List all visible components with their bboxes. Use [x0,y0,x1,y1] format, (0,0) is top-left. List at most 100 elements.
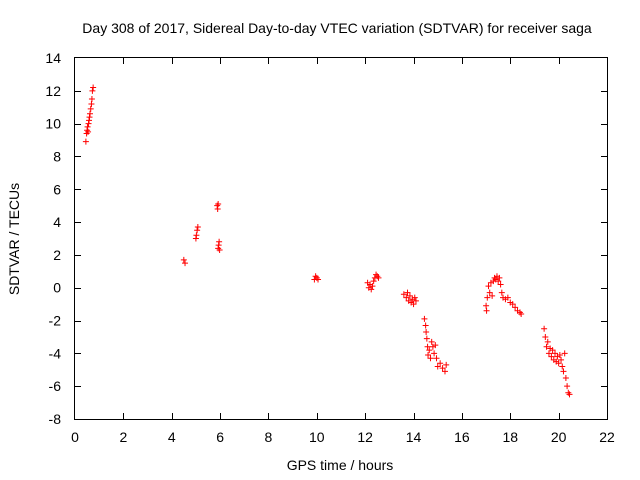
y-tick-label: -8 [49,411,62,427]
data-point [82,138,89,145]
data-point [90,84,97,91]
data-point [545,350,552,357]
x-tick-label: 6 [216,429,224,445]
data-point [564,383,571,390]
data-point [400,291,407,298]
data-point [495,278,502,285]
data-point [497,281,504,288]
x-tick-label: 8 [265,429,273,445]
data-point [193,232,200,239]
x-tick-label: 22 [599,429,615,445]
y-tick-label: 10 [45,116,61,132]
data-point [485,283,492,290]
data-point [549,347,556,354]
y-tick-label: -4 [49,345,62,361]
data-point [404,289,411,296]
data-point [441,368,448,375]
data-point [89,87,96,94]
data-point [486,289,493,296]
data-point [424,343,431,350]
data-point [421,315,428,322]
data-point [403,294,410,301]
x-tick-label: 16 [454,429,470,445]
data-point [87,105,94,112]
data-point [406,292,413,299]
data-point [544,338,551,345]
y-tick-label: 12 [45,83,61,99]
data-point [427,355,434,362]
data-point [496,274,503,281]
data-point [86,110,93,117]
data-point [432,342,439,349]
data-point [180,256,187,263]
data-point [489,292,496,299]
x-tick-label: 14 [406,429,422,445]
y-tick-label: 6 [53,181,61,197]
data-point [194,227,201,234]
y-axis-label: SDTVAR / TECUs [6,183,22,295]
x-tick-label: 2 [119,429,127,445]
data-point [498,289,505,296]
data-point [423,335,430,342]
x-tick-label: 10 [309,429,325,445]
data-point [216,246,223,253]
data-point [555,360,562,367]
data-point [556,352,563,359]
data-point [543,343,550,350]
y-tick-label: 2 [53,247,61,263]
data-point [560,368,567,375]
x-tick-label: 4 [168,429,176,445]
data-point [368,286,375,293]
data-point [483,307,490,314]
data-point [566,391,573,398]
chart-title: Day 308 of 2017, Sidereal Day-to-day VTE… [82,20,592,36]
data-point [434,363,441,370]
x-axis-label: GPS time / hours [287,457,394,473]
data-point [369,283,376,290]
data-point [411,294,418,301]
x-tick-label: 18 [502,429,518,445]
data-point [425,352,432,359]
plot-area-frame [74,57,608,420]
data-point [194,224,201,231]
data-point [370,278,377,285]
data-point [552,350,559,357]
data-point [426,347,433,354]
data-point [216,238,223,245]
data-point [437,360,444,367]
x-tick-label: 0 [71,429,79,445]
y-tick-label: 14 [45,50,61,66]
data-point [439,365,446,372]
data-point [562,374,569,381]
y-tick-label: -2 [49,313,62,329]
data-point [410,301,417,308]
data-point [518,310,525,317]
data-point [561,350,568,357]
data-point [504,294,511,301]
data-point [412,297,419,304]
data-point [85,128,92,135]
data-point [431,350,438,357]
data-point [433,355,440,362]
data-point [375,274,382,281]
data-point [443,361,450,368]
data-point [88,96,95,103]
data-point [315,276,322,283]
data-point [542,333,549,340]
y-tick-label: 8 [53,148,61,164]
data-points [82,84,573,398]
data-point [484,294,491,301]
x-tick-label: 12 [357,429,373,445]
data-point [428,338,435,345]
data-point [559,363,566,370]
data-point [182,260,189,267]
x-axis: 0 2 4 6 8 10 12 14 16 18 20 22 [71,58,615,445]
data-point [423,329,430,336]
data-point [422,322,429,329]
data-point [558,356,565,363]
data-point [548,353,555,360]
y-tick-label: -6 [49,378,62,394]
data-point [509,301,516,308]
x-tick-label: 20 [551,429,567,445]
